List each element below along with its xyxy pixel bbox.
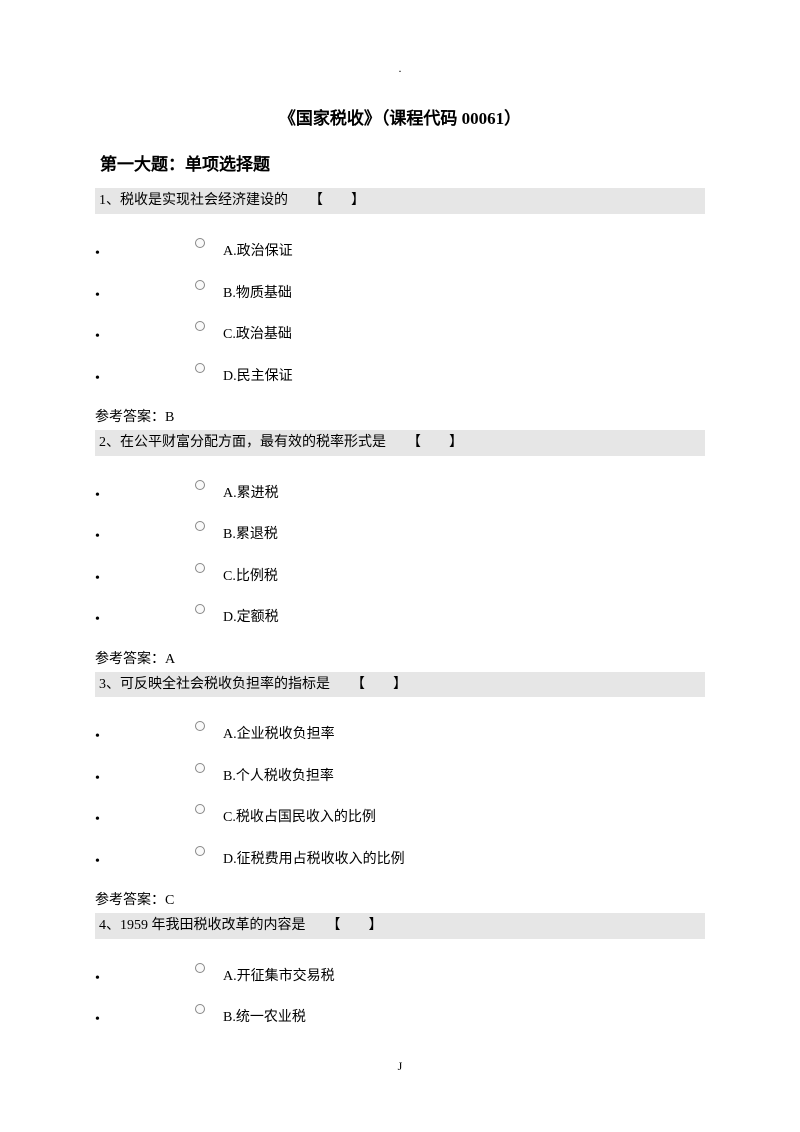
option-label: C.比例税 xyxy=(145,569,278,584)
question-number: 4、 xyxy=(99,918,120,933)
question-bar: 1、税收是实现社会经济建设的 【 】 xyxy=(95,188,705,214)
option-item: • D.民主保证 xyxy=(95,367,705,387)
question-text: 可反映全社会税收负担率的指标是 xyxy=(120,677,330,692)
options-list: • A.企业税收负担率 • B.个人税收负担率 • C.税收占国民收入的比例 • D.征税费用… xyxy=(95,725,705,869)
bullet-icon: • xyxy=(95,327,100,347)
option-item: • B.统一农业税 xyxy=(95,1008,705,1028)
bullet-icon: • xyxy=(95,486,100,506)
radio-icon[interactable] xyxy=(195,238,205,248)
bullet-icon: • xyxy=(95,610,100,630)
option-item: • D.征税费用占税收收入的比例 xyxy=(95,850,705,870)
question-text: 1959 年我田税收改革的内容是 xyxy=(120,918,306,933)
question-number: 1、 xyxy=(99,193,120,208)
page-title: 《国家税收》（课程代码 00061） xyxy=(95,107,705,131)
options-list: • A.政治保证 • B.物质基础 • C.政治基础 • D.民主保证 xyxy=(95,242,705,386)
option-item: • A.累进税 xyxy=(95,484,705,504)
radio-icon[interactable] xyxy=(195,280,205,290)
bullet-icon: • xyxy=(95,369,100,389)
question-bar: 3、可反映全社会税收负担率的指标是 【 】 xyxy=(95,672,705,698)
options-list: • A.累进税 • B.累退税 • C.比例税 • D.定额税 xyxy=(95,484,705,628)
option-label: A.政治保证 xyxy=(145,244,293,259)
bullet-icon: • xyxy=(95,286,100,306)
bullet-icon: • xyxy=(95,527,100,547)
option-label: B.累退税 xyxy=(145,527,278,542)
answer-bracket: 【 】 xyxy=(316,193,365,208)
option-item: • A.政治保证 xyxy=(95,242,705,262)
option-item: • B.累退税 xyxy=(95,525,705,545)
bullet-icon: • xyxy=(95,569,100,589)
option-item: • C.政治基础 xyxy=(95,325,705,345)
option-item: • D.定额税 xyxy=(95,608,705,628)
option-label: D.定额税 xyxy=(145,610,279,625)
bullet-icon: • xyxy=(95,852,100,872)
answer-bracket: 【 】 xyxy=(414,435,463,450)
option-label: B.物质基础 xyxy=(145,286,292,301)
option-item: • B.个人税收负担率 xyxy=(95,767,705,787)
reference-answer: 参考答案：C xyxy=(95,891,705,911)
questions-container: 1、税收是实现社会经济建设的 【 】•A.政治保证•B.物质基础•C.政治基础•… xyxy=(95,188,705,1027)
bullet-icon: • xyxy=(95,769,100,789)
question-bar: 4、1959 年我田税收改革的内容是 【 】 xyxy=(95,913,705,939)
question-text: 税收是实现社会经济建设的 xyxy=(120,193,288,208)
radio-icon[interactable] xyxy=(195,763,205,773)
radio-icon[interactable] xyxy=(195,563,205,573)
question-bar: 2、在公平财富分配方面，最有效的税率形式是 【 】 xyxy=(95,430,705,456)
option-label: C.政治基础 xyxy=(145,327,292,342)
reference-answer: 参考答案：B xyxy=(95,408,705,428)
question-text: 在公平财富分配方面，最有效的税率形式是 xyxy=(120,435,386,450)
page-number: J xyxy=(95,1058,705,1075)
option-label: A.累进税 xyxy=(145,486,279,501)
radio-icon[interactable] xyxy=(195,846,205,856)
option-label: B.统一农业税 xyxy=(145,1010,306,1025)
bullet-icon: • xyxy=(95,244,100,264)
bullet-icon: • xyxy=(95,1010,100,1030)
bullet-icon: • xyxy=(95,810,100,830)
reference-answer: 参考答案：A xyxy=(95,650,705,670)
question-number: 2、 xyxy=(99,435,120,450)
radio-icon[interactable] xyxy=(195,363,205,373)
question-number: 3、 xyxy=(99,677,120,692)
option-label: B.个人税收负担率 xyxy=(145,769,334,784)
answer-bracket: 【 】 xyxy=(334,918,383,933)
bullet-icon: • xyxy=(95,727,100,747)
answer-bracket: 【 】 xyxy=(358,677,407,692)
section-header: 第一大题：单项选择题 xyxy=(95,153,705,177)
options-list: • A.开征集市交易税 • B.统一农业税 xyxy=(95,967,705,1028)
bullet-icon: • xyxy=(95,969,100,989)
option-label: D.征税费用占税收收入的比例 xyxy=(145,852,405,867)
option-label: A.开征集市交易税 xyxy=(145,969,335,984)
option-label: D.民主保证 xyxy=(145,369,293,384)
option-item: • A.企业税收负担率 xyxy=(95,725,705,745)
radio-icon[interactable] xyxy=(195,480,205,490)
option-item: • C.比例税 xyxy=(95,567,705,587)
option-label: A.企业税收负担率 xyxy=(145,727,335,742)
option-label: C.税收占国民收入的比例 xyxy=(145,810,376,825)
option-item: • C.税收占国民收入的比例 xyxy=(95,808,705,828)
option-item: • A.开征集市交易税 xyxy=(95,967,705,987)
radio-icon[interactable] xyxy=(195,963,205,973)
option-item: • B.物质基础 xyxy=(95,284,705,304)
top-mark: . xyxy=(95,60,705,77)
